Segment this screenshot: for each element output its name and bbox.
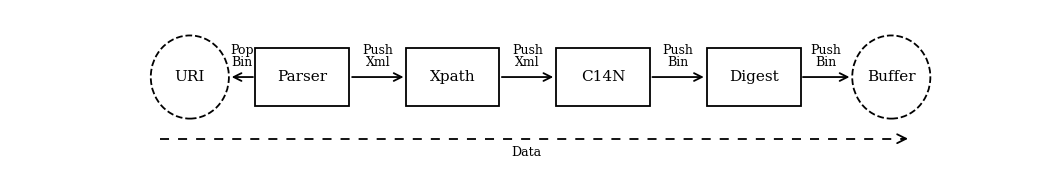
Bar <box>707 48 800 106</box>
Text: Xml: Xml <box>516 56 540 69</box>
Text: Push: Push <box>811 44 842 57</box>
Text: Buffer: Buffer <box>867 70 916 84</box>
Text: Bin: Bin <box>668 56 689 69</box>
Text: Parser: Parser <box>277 70 328 84</box>
Bar <box>255 48 349 106</box>
Bar <box>406 48 500 106</box>
Text: C14N: C14N <box>581 70 626 84</box>
Text: Bin: Bin <box>232 56 253 69</box>
Text: Bin: Bin <box>816 56 837 69</box>
Text: Data: Data <box>511 146 541 159</box>
Text: Xml: Xml <box>365 56 391 69</box>
Text: Push: Push <box>362 44 394 57</box>
Text: URI: URI <box>174 70 205 84</box>
Text: Push: Push <box>663 44 694 57</box>
Text: Pop: Pop <box>231 44 254 57</box>
Text: Push: Push <box>512 44 543 57</box>
Text: Xpath: Xpath <box>429 70 476 84</box>
Bar <box>556 48 650 106</box>
Text: Digest: Digest <box>729 70 779 84</box>
